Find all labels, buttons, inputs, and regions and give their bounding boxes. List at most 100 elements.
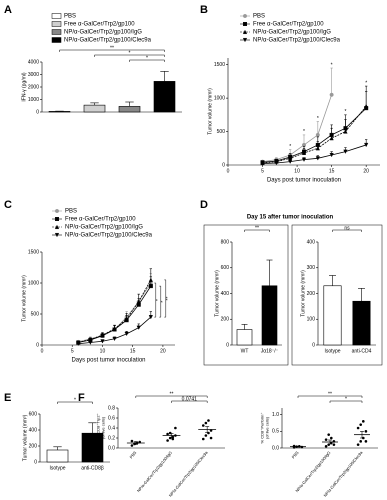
point [130, 439, 134, 443]
y-tick-label: 2000 [28, 84, 39, 90]
y-tick-label: 200 [29, 443, 38, 449]
point [362, 420, 365, 423]
y-axis-label: IFN-γ (pg/ml) [22, 72, 28, 102]
significance: * [129, 50, 131, 56]
panel-letter: C [4, 199, 12, 211]
legend-marker [242, 38, 248, 43]
legend-label: NP/α-GalCer/Trp2/gp100/Clec9a [253, 38, 341, 44]
bracket [94, 54, 165, 57]
point [166, 439, 169, 442]
y-axis-label: % of CD8⁺Trp2⁺ [95, 413, 100, 442]
significance: * [146, 55, 148, 61]
marker [315, 132, 320, 137]
marker [100, 339, 105, 344]
bracket [129, 59, 165, 62]
y-axis-label: Tumor volume (mm³) [301, 270, 307, 317]
y-axis-label: Tumor volume (mm³) [215, 270, 221, 317]
y-tick-label: 0.6 [108, 415, 115, 421]
series-line [78, 279, 152, 343]
point [364, 440, 368, 443]
marker [112, 336, 117, 342]
bracket [297, 395, 363, 398]
point [171, 437, 175, 441]
legend-marker [55, 208, 60, 213]
frame [203, 224, 289, 366]
point [324, 445, 328, 448]
panel-letter: A [4, 4, 12, 16]
point [168, 431, 172, 435]
bar [323, 285, 342, 346]
significance: * [74, 397, 76, 403]
legend-label: NP/α-GalCer/Trp2/gp100/IgG [64, 30, 142, 36]
marker [100, 332, 105, 338]
significance: * [303, 129, 305, 135]
y-tick-label: 1000 [28, 280, 39, 286]
bar [261, 285, 278, 346]
y-tick-label: 1500 [214, 62, 225, 68]
x-tick-label: 5 [261, 168, 264, 174]
y-tick-label: 1000 [214, 95, 225, 101]
bracket [244, 229, 270, 232]
marker [315, 156, 320, 161]
legend-swatch [51, 21, 62, 27]
bracket [154, 282, 157, 318]
series-line [262, 144, 367, 165]
marker [124, 331, 129, 337]
marker [88, 340, 93, 345]
y-axis-label: Tumor volume (mm³) [22, 275, 28, 322]
bracket [329, 400, 363, 403]
x-tick-label: 15 [329, 168, 335, 174]
point [168, 436, 172, 440]
x-tick-label: WT [241, 348, 249, 354]
point [356, 443, 360, 446]
bracket [135, 395, 208, 398]
marker [301, 157, 307, 162]
y-axis-label: (of live cells) [100, 416, 105, 439]
point [356, 426, 360, 430]
point [201, 424, 205, 427]
legend-swatch [51, 37, 62, 43]
x-tick-label: 15 [130, 348, 136, 354]
y-tick-label: 0.4 [108, 425, 115, 431]
significance: * [344, 109, 346, 115]
y-tick-label: 0 [36, 342, 39, 348]
significance: ns [344, 225, 350, 231]
bar [352, 300, 371, 346]
point [166, 432, 169, 436]
legend-label: Free α-GalCer/Trp2/gp100 [64, 22, 135, 28]
y-axis-label: % CD8⁺Perforin⁺ [259, 413, 264, 444]
x-tick-label: PBS [128, 450, 137, 460]
point [201, 437, 205, 441]
y-tick-label: 600 [29, 411, 38, 417]
marker [364, 103, 369, 109]
point [324, 438, 328, 441]
bracket [164, 279, 167, 318]
x-tick-label: NP/α-GalCer/Trp2/gp100/IgG [294, 450, 331, 493]
y-axis-label: Tumor volume (mm³) [23, 414, 29, 461]
significance: 0.0741 [182, 396, 198, 402]
marker [124, 316, 129, 321]
legend-label: Free α-GalCer/Trp2/gp100 [253, 22, 324, 28]
significance: * [289, 144, 291, 150]
marker [148, 277, 153, 282]
legend-label: NP/α-GalCer/Trp2/gp100/Clec9a [64, 38, 152, 44]
y-tick-label: 0.0 [272, 445, 279, 451]
y-tick-label: 3000 [28, 72, 39, 78]
legend-marker [54, 233, 60, 238]
legend-label: PBS [253, 14, 265, 20]
bar [236, 329, 253, 346]
marker [329, 152, 334, 158]
series-line [262, 94, 333, 163]
y-tick-label: 400 [307, 239, 316, 245]
significance: * [161, 301, 167, 303]
marker [315, 146, 320, 151]
point [130, 444, 134, 447]
point [207, 431, 210, 435]
bar [48, 111, 71, 113]
marker [329, 136, 334, 141]
significance: ** [166, 297, 172, 301]
y-tick-label: 0 [226, 342, 229, 348]
marker [288, 159, 293, 164]
y-tick-label: 0.8 [108, 405, 115, 411]
series-line [78, 285, 152, 343]
